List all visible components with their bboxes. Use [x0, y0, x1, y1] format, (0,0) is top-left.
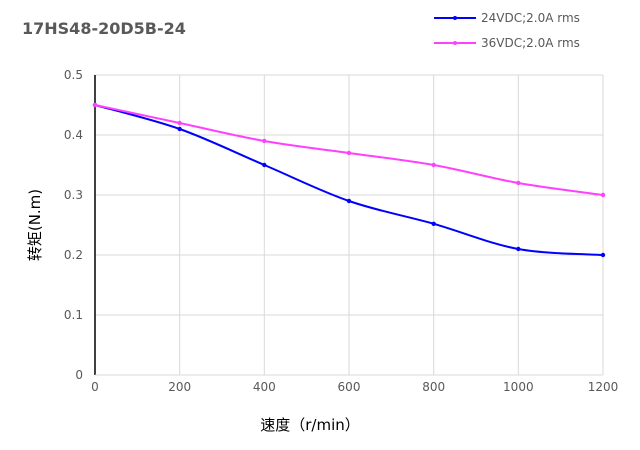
data-point-0 [600, 252, 606, 258]
y-tick-label: 0.5 [64, 68, 83, 82]
y-tick-label: 0 [75, 368, 83, 382]
data-point-1 [177, 120, 182, 126]
y-tick-label: 0.1 [64, 308, 83, 322]
data-point-0 [431, 221, 436, 226]
x-tick-label: 0 [91, 380, 99, 394]
legend-marker-36v [453, 41, 457, 45]
chart-title: 17HS48-20D5B-24 [22, 19, 186, 38]
data-point-1 [600, 192, 606, 198]
data-point-0 [516, 246, 521, 252]
x-tick-label: 1200 [588, 380, 619, 394]
x-tick-label: 600 [338, 380, 361, 394]
x-tick-label: 1000 [503, 380, 534, 394]
y-tick-label: 0.3 [64, 188, 83, 202]
data-point-1 [92, 102, 98, 108]
y-axis-label: 转矩(N.m) [26, 189, 44, 261]
data-point-1 [262, 138, 267, 144]
legend-label-36v: 36VDC;2.0A rms [481, 36, 580, 50]
data-point-1 [516, 180, 521, 186]
x-tick-label: 200 [168, 380, 191, 394]
legend-marker-24v [453, 16, 457, 20]
data-point-1 [431, 162, 436, 168]
series-group [92, 102, 606, 258]
x-tick-label: 800 [422, 380, 445, 394]
grid [94, 74, 604, 376]
x-axis-label: 速度（r/min） [260, 416, 360, 434]
data-point-0 [177, 126, 182, 132]
data-point-0 [262, 162, 267, 168]
data-point-0 [346, 198, 352, 204]
legend-label-24v: 24VDC;2.0A rms [481, 11, 580, 25]
x-tick-label: 400 [253, 380, 276, 394]
y-tick-label: 0.2 [64, 248, 83, 262]
data-point-1 [346, 150, 352, 156]
tick-labels: 0 0.1 0.2 0.3 0.4 0.5 0 200 400 600 800 1000 1200 [64, 68, 618, 394]
y-tick-label: 0.4 [64, 128, 83, 142]
legend: 24VDC;2.0A rms 36VDC;2.0A rms [434, 11, 580, 50]
